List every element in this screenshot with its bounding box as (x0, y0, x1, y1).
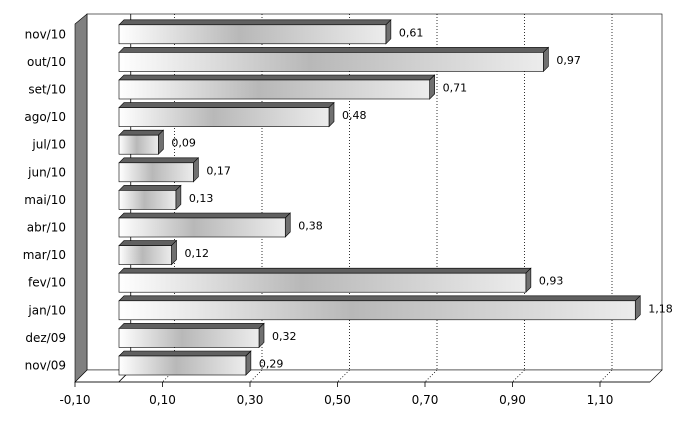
value-label: 0,09 (171, 137, 196, 150)
bar-top (118, 102, 335, 108)
bar (118, 19, 392, 45)
value-labels: 0,61 0,97 0,71 0,48 0,09 0,17 0,13 0,38 0,12 0,93… (171, 26, 672, 370)
category-label: mai/10 (24, 193, 66, 207)
x-tick-label: 0,70 (412, 393, 439, 407)
value-label: 0,97 (556, 54, 581, 67)
bar (118, 129, 165, 155)
bar (118, 184, 182, 211)
bar (118, 46, 550, 73)
value-label: 0,13 (189, 192, 214, 205)
bar (118, 157, 200, 183)
category-label: jul/10 (31, 138, 66, 152)
bar-top (118, 129, 165, 136)
x-tick-label: 1,10 (587, 393, 614, 407)
bar-front (118, 355, 247, 376)
bar-top (118, 350, 252, 357)
category-label: set/10 (28, 83, 66, 97)
bar-top (118, 185, 182, 191)
category-label: out/10 (27, 55, 66, 69)
bar-front (118, 134, 159, 155)
bar (118, 267, 532, 293)
category-label: jun/10 (27, 165, 66, 179)
bar-front (118, 24, 387, 45)
value-label: 0,12 (185, 247, 210, 260)
category-label: nov/09 (25, 359, 66, 373)
bar (118, 295, 641, 321)
value-label: 0,48 (342, 109, 367, 122)
value-label: 0,32 (272, 330, 297, 343)
category-label: jan/10 (27, 303, 66, 317)
bar-front (118, 217, 286, 238)
bar-front (118, 245, 172, 265)
bar-top (118, 212, 291, 219)
bar-front (118, 79, 430, 100)
value-label: 0,17 (206, 164, 231, 177)
bars (118, 19, 641, 376)
category-label: dez/09 (25, 331, 66, 345)
category-labels: nov/10 out/10 set/10 ago/10 jul/10 jun/10 mai/… (23, 27, 66, 372)
bar (118, 322, 265, 349)
bar-front (118, 300, 636, 321)
category-label: abr/10 (27, 221, 66, 235)
bar (118, 239, 178, 266)
x-tick-label: 0,90 (499, 393, 526, 407)
bar-front (118, 107, 330, 127)
x-tick-label: 0,30 (237, 393, 264, 407)
bar (118, 101, 335, 128)
x-axis-ticks: -0,10 0,10 0,30 0,50 0,70 0,90 1,10 (59, 381, 650, 407)
bar (118, 74, 436, 100)
value-label: 0,93 (539, 275, 564, 288)
bar-front (118, 52, 544, 72)
value-label: 0,61 (399, 26, 424, 39)
bar-top (118, 267, 532, 274)
value-label: 0,38 (298, 220, 323, 233)
bar-front (118, 190, 177, 210)
bar-front (118, 272, 527, 293)
value-label: 0,71 (443, 82, 468, 95)
category-label: fev/10 (28, 276, 66, 290)
bar-front (118, 162, 194, 183)
bar-front (118, 328, 260, 348)
bar-top (118, 74, 436, 81)
bar (118, 350, 252, 376)
bar-top (118, 323, 265, 329)
category-label: ago/10 (24, 110, 66, 124)
value-label: 0,29 (259, 358, 284, 371)
x-tick-label: -0,10 (59, 393, 90, 407)
bar (118, 212, 291, 238)
category-label: nov/10 (25, 27, 66, 41)
x-tick-label: 0,10 (149, 393, 176, 407)
bar-top (118, 295, 641, 302)
x-tick-label: 0,50 (324, 393, 351, 407)
bar-top (118, 19, 392, 26)
bar-top (118, 47, 550, 53)
bar-top (118, 240, 178, 246)
category-label: mar/10 (23, 248, 66, 262)
side-wall (74, 13, 88, 383)
value-label: 1,18 (648, 302, 673, 315)
bar-top (118, 157, 200, 164)
